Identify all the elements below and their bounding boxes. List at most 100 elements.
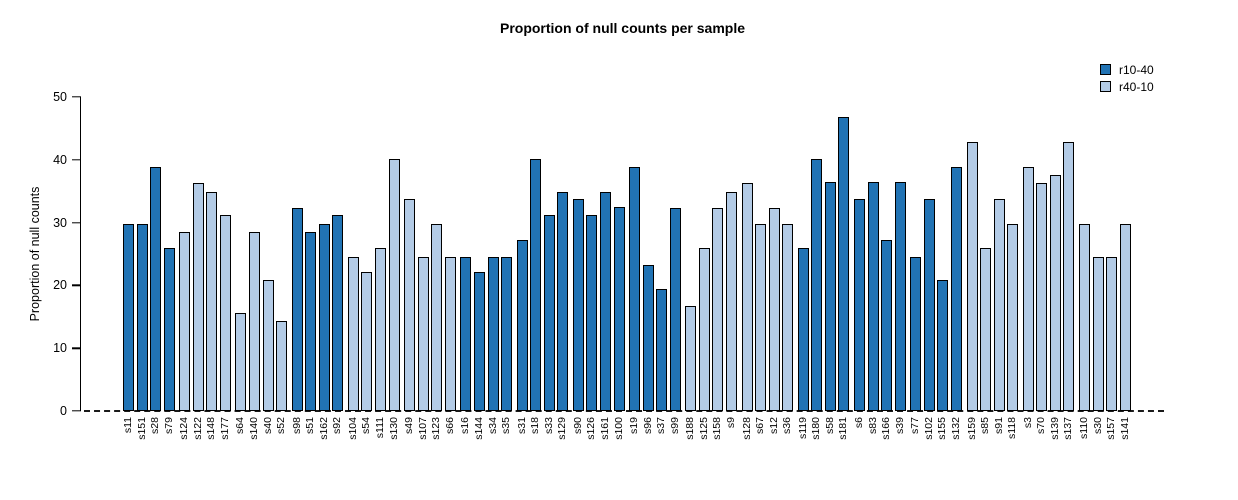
x-tick-label: s6 (853, 417, 866, 429)
bar-group: s110 s30 s157 s141 (1078, 97, 1131, 440)
bar-s58: s58 (824, 182, 836, 434)
x-tick-label: s104 (346, 417, 359, 440)
bar-s157: s157 (1105, 256, 1118, 440)
bar-s139: s139 (1049, 174, 1061, 440)
x-tick-label: s119 (796, 417, 809, 439)
bar-group: s90 s126 s161 s100 (572, 97, 625, 440)
x-tick-label: s126 (585, 417, 598, 440)
bar-s91: s91 (993, 199, 1005, 434)
bar-group: s124 s122 s148 s177 (178, 97, 231, 440)
x-tick-label: s58 (823, 417, 836, 434)
bar-s96: s96 (642, 265, 654, 434)
bar-s67: s67 (754, 224, 767, 434)
x-tick-label: s33 (542, 417, 555, 434)
x-tick-label: s30 (1091, 417, 1104, 434)
chart-title: Proportion of null counts per sample (499, 20, 745, 36)
bar-group: s188 s125 s158 s9 (684, 97, 737, 440)
x-tick-label: s52 (275, 417, 288, 434)
bar-s9: s9 (725, 191, 737, 428)
legend-label: r10-40 (1119, 62, 1154, 77)
bar-s166: s166 (880, 239, 893, 440)
bar-s66: s66 (444, 256, 456, 434)
bar-s51: s51 (304, 232, 317, 434)
x-tick-label: s28 (149, 417, 162, 434)
bar-group: s104 s54 s111 s130 (347, 97, 400, 440)
bar-s180: s180 (810, 158, 823, 440)
bar-s122: s122 (192, 183, 204, 440)
x-tick-label: s128 (740, 417, 753, 440)
bar-s158: s158 (711, 207, 724, 440)
bar-s77: s77 (909, 256, 922, 434)
x-tick-label: s54 (360, 417, 373, 434)
bar-s92: s92 (331, 215, 344, 434)
x-tick-label: s49 (403, 417, 416, 434)
x-tick-label: s51 (304, 417, 317, 434)
bar-s110: s110 (1078, 224, 1090, 439)
x-tick-label: s111 (374, 417, 387, 439)
x-tick-label: s35 (500, 417, 513, 434)
x-tick-label: s137 (1062, 417, 1075, 440)
bar-group: s98 s51 s162 s92 (291, 97, 344, 440)
bar-s132: s132 (950, 166, 962, 440)
bar-s188: s188 (684, 305, 697, 440)
x-tick-label: s157 (1105, 417, 1118, 440)
bar-s104: s104 (347, 256, 359, 440)
bar-s100: s100 (613, 206, 625, 440)
bar-s64: s64 (234, 313, 247, 434)
y-tick-label: 20 (53, 278, 67, 293)
bar-s3: s3 (1022, 166, 1034, 428)
x-tick-label: s110 (1077, 417, 1090, 439)
x-tick-label: s159 (965, 417, 978, 440)
bar-s155: s155 (936, 280, 949, 440)
bar-s37: s37 (655, 288, 668, 434)
x-tick-label: s151 (135, 417, 148, 440)
y-tick (72, 410, 81, 412)
x-tick-label: s16 (459, 417, 472, 434)
y-tick (72, 221, 81, 224)
bar-s141: s141 (1119, 224, 1131, 440)
x-tick-label: s18 (529, 417, 542, 434)
x-tick-label: s31 (515, 417, 528, 434)
bar-s36: s36 (781, 224, 794, 434)
bar-group: s159 s85 s91 s118 (966, 97, 1019, 440)
bar-s137: s137 (1062, 142, 1075, 440)
bar-group: s31 s18 s33 s129 (516, 97, 569, 440)
x-tick-label: s9 (724, 417, 737, 429)
bar-s126: s126 (585, 215, 598, 440)
bar-s90: s90 (572, 199, 584, 434)
bar-s129: s129 (556, 191, 569, 440)
x-tick-label: s40 (261, 417, 274, 434)
bar-group: s16 s144 s34 s35 (459, 97, 513, 440)
y-tick-label: 40 (53, 152, 67, 167)
bar-s85: s85 (979, 248, 992, 434)
bar-group: s11 s151 s28 s79 (122, 97, 175, 440)
bar-s54: s54 (360, 272, 373, 434)
bar-s144: s144 (473, 272, 485, 440)
x-tick-label: s96 (641, 417, 654, 434)
bar-s111: s111 (374, 248, 387, 438)
x-tick-label: s129 (556, 417, 569, 440)
x-tick-label: s3 (1021, 417, 1034, 429)
x-tick-label: s19 (628, 417, 641, 434)
plot-area: 0 10 20 30 40 50 s11 s151 s28 s79 s124 s122 s148 s17… (53, 91, 1166, 440)
x-tick-label: s155 (936, 417, 949, 440)
x-tick-label: s180 (810, 417, 823, 440)
bar-s33: s33 (543, 215, 555, 434)
bar-s39: s39 (894, 182, 906, 434)
x-tick-label: s66 (443, 417, 456, 434)
x-tick-label: s162 (317, 417, 330, 440)
y-tick-label: 30 (53, 215, 67, 230)
y-tick (72, 284, 81, 287)
y-tick (72, 159, 81, 161)
bar-group: s49 s107 s123 s66 (403, 97, 456, 440)
x-tick-label: s188 (684, 417, 697, 440)
x-tick-label: s125 (697, 417, 710, 440)
bar-s125: s125 (698, 248, 710, 440)
x-tick-label: s139 (1048, 417, 1061, 440)
bar-s123: s123 (430, 223, 443, 440)
x-tick-label: s102 (922, 417, 935, 440)
bar-s130: s130 (388, 159, 400, 440)
legend-label: r40-10 (1119, 79, 1154, 94)
bar-group: s3 s70 s139 s137 (1022, 97, 1075, 440)
bar-s107: s107 (417, 256, 429, 440)
